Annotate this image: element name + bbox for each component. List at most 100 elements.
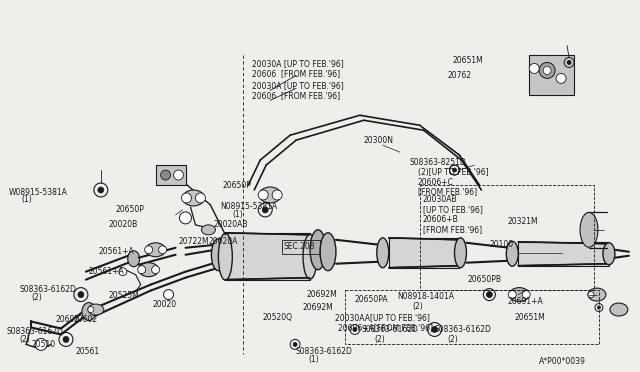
- Ellipse shape: [182, 190, 204, 206]
- Text: 20606+B: 20606+B: [422, 215, 458, 224]
- Text: 20321M: 20321M: [508, 217, 538, 227]
- Ellipse shape: [580, 212, 598, 247]
- Ellipse shape: [509, 288, 529, 302]
- Circle shape: [195, 193, 205, 203]
- Text: 20606+C: 20606+C: [418, 177, 454, 186]
- Text: A*P00*0039: A*P00*0039: [539, 357, 586, 366]
- Text: 20030A [UP TO FEB.'96]: 20030A [UP TO FEB.'96]: [252, 81, 344, 90]
- Bar: [225, 233, 310, 280]
- Text: [FROM FEB.'96]: [FROM FEB.'96]: [418, 187, 477, 196]
- Text: (2): (2): [413, 302, 424, 311]
- Circle shape: [452, 168, 456, 172]
- Text: 20300N: 20300N: [364, 136, 394, 145]
- Ellipse shape: [603, 243, 615, 265]
- Text: 20020A: 20020A: [209, 237, 238, 246]
- Text: 20100: 20100: [490, 240, 513, 249]
- Ellipse shape: [303, 234, 317, 279]
- Circle shape: [63, 336, 69, 342]
- Text: S08363-6162D: S08363-6162D: [295, 347, 352, 356]
- Text: (2): (2): [447, 335, 458, 344]
- Circle shape: [588, 292, 594, 298]
- Bar: [345, 290, 599, 344]
- Text: S08363-6162D: S08363-6162D: [362, 325, 419, 334]
- Circle shape: [262, 207, 268, 213]
- Text: [FROM FEB.'96]: [FROM FEB.'96]: [422, 225, 482, 234]
- Ellipse shape: [259, 187, 281, 203]
- Text: 20651M: 20651M: [452, 56, 483, 65]
- Text: 20692M: 20692M: [306, 290, 337, 299]
- Circle shape: [567, 61, 571, 64]
- Text: 20030AA[UP TO FEB.'96]: 20030AA[UP TO FEB.'96]: [335, 313, 430, 322]
- Text: (1): (1): [21, 195, 32, 205]
- Circle shape: [543, 67, 551, 74]
- Ellipse shape: [588, 288, 606, 301]
- Circle shape: [119, 268, 127, 276]
- Text: 20510: 20510: [31, 340, 55, 349]
- Circle shape: [258, 190, 268, 200]
- Circle shape: [98, 187, 104, 193]
- Text: (1): (1): [308, 355, 319, 364]
- Circle shape: [152, 266, 159, 274]
- Circle shape: [138, 266, 146, 274]
- Circle shape: [486, 292, 492, 298]
- Circle shape: [145, 246, 152, 254]
- Text: S08363-6162D: S08363-6162D: [6, 327, 63, 336]
- Ellipse shape: [128, 251, 140, 267]
- Text: 20602: 20602: [74, 315, 98, 324]
- Circle shape: [182, 193, 191, 203]
- Ellipse shape: [88, 304, 104, 315]
- Circle shape: [35, 339, 47, 350]
- Bar: [388, 238, 460, 268]
- Ellipse shape: [377, 238, 388, 268]
- Circle shape: [293, 342, 297, 346]
- Circle shape: [353, 327, 357, 331]
- Text: 20651M: 20651M: [515, 313, 545, 322]
- Text: N08915-5381A: N08915-5381A: [220, 202, 278, 211]
- Circle shape: [556, 73, 566, 83]
- Text: 20762: 20762: [447, 71, 472, 80]
- Text: 20650P: 20650P: [116, 205, 145, 214]
- Ellipse shape: [139, 263, 159, 277]
- Circle shape: [529, 64, 539, 73]
- Text: 20606+A[FROM FEB.'96]: 20606+A[FROM FEB.'96]: [338, 323, 433, 332]
- Ellipse shape: [320, 233, 336, 271]
- Text: [UP TO FEB.'96]: [UP TO FEB.'96]: [422, 205, 483, 214]
- Ellipse shape: [310, 230, 326, 270]
- Text: W08915-5381A: W08915-5381A: [9, 189, 68, 198]
- Text: S08363-8251D: S08363-8251D: [410, 158, 467, 167]
- Ellipse shape: [506, 241, 518, 266]
- Text: 20650P: 20650P: [222, 180, 252, 189]
- Ellipse shape: [211, 239, 225, 271]
- Bar: [282, 240, 320, 254]
- Text: SEC.208: SEC.208: [283, 242, 315, 251]
- Ellipse shape: [202, 225, 216, 235]
- Text: 20020AB: 20020AB: [213, 220, 248, 230]
- Text: S08363-6162D: S08363-6162D: [19, 285, 76, 294]
- Text: 20561+A: 20561+A: [89, 267, 125, 276]
- Bar: [156, 165, 186, 185]
- Text: 20030A [UP TO FEB.'96]: 20030A [UP TO FEB.'96]: [252, 59, 344, 68]
- Text: (2): (2): [31, 293, 42, 302]
- Bar: [420, 185, 594, 290]
- Text: (2): (2): [19, 335, 30, 344]
- Ellipse shape: [82, 302, 96, 321]
- Text: 20020B: 20020B: [109, 220, 138, 230]
- Ellipse shape: [454, 238, 467, 268]
- Circle shape: [508, 291, 516, 299]
- Text: 20722M: 20722M: [179, 237, 209, 246]
- Circle shape: [431, 327, 438, 333]
- Circle shape: [164, 290, 173, 299]
- Text: S08363-6162D: S08363-6162D: [435, 325, 492, 334]
- Circle shape: [522, 291, 530, 299]
- Circle shape: [161, 170, 171, 180]
- Text: (2): (2): [375, 335, 385, 344]
- Text: 20650PB: 20650PB: [467, 275, 502, 284]
- Text: 20520Q: 20520Q: [262, 313, 292, 322]
- Bar: [518, 242, 609, 266]
- Circle shape: [88, 307, 94, 312]
- Text: N08918-1401A: N08918-1401A: [397, 292, 454, 301]
- Circle shape: [272, 190, 282, 200]
- Ellipse shape: [218, 233, 232, 280]
- Circle shape: [597, 306, 600, 309]
- Circle shape: [173, 170, 184, 180]
